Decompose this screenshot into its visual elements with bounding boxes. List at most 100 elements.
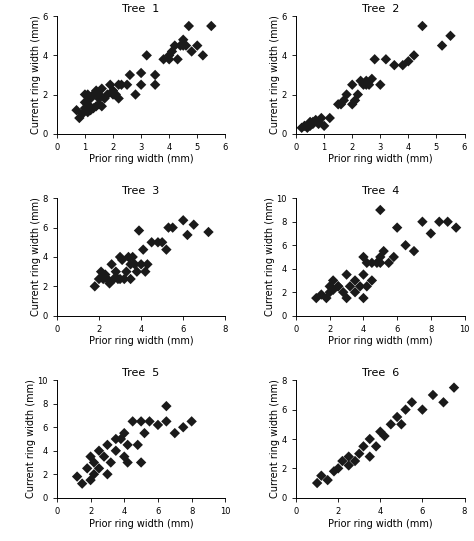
Point xyxy=(123,267,130,276)
Point xyxy=(372,442,380,451)
Point xyxy=(120,275,128,283)
Point xyxy=(168,47,176,56)
Point xyxy=(112,267,119,276)
Point xyxy=(373,259,381,267)
Point xyxy=(177,41,184,50)
Point xyxy=(387,420,395,428)
Point xyxy=(182,41,190,50)
Point xyxy=(354,90,362,99)
Point xyxy=(185,22,192,30)
Point xyxy=(92,86,100,95)
Point xyxy=(91,282,99,291)
Point xyxy=(109,90,117,99)
Point xyxy=(376,81,384,89)
Point xyxy=(366,452,374,461)
Point xyxy=(97,267,105,276)
Point xyxy=(163,402,170,411)
Point xyxy=(95,446,103,455)
Point xyxy=(87,476,94,484)
Point xyxy=(318,114,325,122)
Y-axis label: Current ring width (mm): Current ring width (mm) xyxy=(270,380,280,498)
Point xyxy=(188,417,195,426)
Point xyxy=(104,275,111,283)
Point xyxy=(380,247,387,255)
Point xyxy=(115,81,122,89)
Point xyxy=(101,94,109,103)
Point xyxy=(193,41,201,50)
Point xyxy=(444,217,451,226)
Point xyxy=(360,442,367,451)
Point xyxy=(315,117,322,126)
Point xyxy=(351,96,359,105)
Point xyxy=(129,417,137,426)
Point xyxy=(343,294,350,302)
Point xyxy=(95,100,103,109)
Point xyxy=(315,120,322,128)
Point xyxy=(360,81,367,89)
Point xyxy=(127,275,134,283)
Point xyxy=(309,117,317,126)
Point xyxy=(376,259,384,267)
Point xyxy=(363,282,371,291)
Point xyxy=(131,260,138,269)
Point xyxy=(129,253,137,261)
Point xyxy=(118,81,125,89)
Point xyxy=(120,429,128,438)
Point xyxy=(116,253,124,261)
Point xyxy=(165,51,173,60)
Point xyxy=(115,94,122,103)
Point xyxy=(174,55,182,64)
X-axis label: Prior ring width (mm): Prior ring width (mm) xyxy=(89,518,193,529)
Point xyxy=(343,270,350,279)
Point xyxy=(326,282,334,291)
Point xyxy=(312,294,320,302)
Point xyxy=(385,259,392,267)
Point xyxy=(351,288,359,296)
Y-axis label: Current ring width (mm): Current ring width (mm) xyxy=(270,16,280,134)
Point xyxy=(339,288,347,296)
Point xyxy=(101,270,109,279)
Point xyxy=(183,230,191,239)
Point xyxy=(348,100,356,109)
Point xyxy=(324,476,331,484)
Y-axis label: Current ring width (mm): Current ring width (mm) xyxy=(26,380,36,498)
Point xyxy=(348,81,356,89)
X-axis label: Prior ring width (mm): Prior ring width (mm) xyxy=(328,155,433,164)
X-axis label: Prior ring width (mm): Prior ring width (mm) xyxy=(328,518,433,529)
Point xyxy=(356,282,364,291)
Point xyxy=(169,223,176,232)
Point xyxy=(133,267,141,276)
Point xyxy=(120,452,128,461)
Title: Tree  5: Tree 5 xyxy=(122,368,160,378)
Point xyxy=(151,81,159,89)
Point xyxy=(436,217,443,226)
Point xyxy=(306,117,314,126)
Point xyxy=(137,69,145,77)
Point xyxy=(438,41,446,50)
Point xyxy=(171,41,179,50)
Point xyxy=(402,241,410,249)
Point xyxy=(137,458,145,467)
Point xyxy=(151,71,159,80)
Point xyxy=(363,259,371,267)
Point xyxy=(205,228,212,236)
Point xyxy=(81,98,89,107)
Point xyxy=(318,290,325,299)
Point xyxy=(123,81,131,89)
Y-axis label: Current ring width (mm): Current ring width (mm) xyxy=(31,16,41,134)
Point xyxy=(312,116,319,124)
Point xyxy=(87,452,94,461)
Point xyxy=(78,479,86,488)
Point xyxy=(360,294,367,302)
Point xyxy=(376,427,384,436)
Point xyxy=(137,260,145,269)
Point xyxy=(376,206,384,214)
Point xyxy=(73,472,81,481)
Point xyxy=(376,253,384,261)
Point xyxy=(419,405,426,414)
Point xyxy=(298,123,305,132)
Point xyxy=(334,100,342,109)
Point xyxy=(107,81,114,89)
Point xyxy=(116,275,124,283)
Point xyxy=(440,398,447,407)
